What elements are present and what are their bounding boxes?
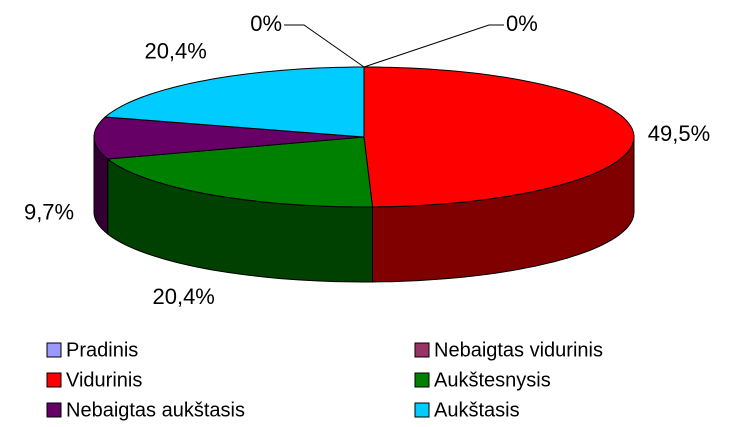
- legend-label: Aukštesnysis: [434, 369, 551, 391]
- slice: [103, 66, 365, 138]
- legend-swatch: [46, 342, 62, 358]
- legend-label: Aukštasis: [434, 399, 520, 421]
- legend-label: Nebaigtas vidurinis: [434, 339, 603, 361]
- slice: [363, 66, 635, 208]
- legend-swatch: [414, 402, 430, 418]
- data-label: 0%: [506, 11, 538, 36]
- data-label: 9,7%: [24, 199, 74, 224]
- legend-label: Vidurinis: [66, 369, 142, 391]
- slice: [106, 136, 374, 208]
- leader-line: [363, 24, 504, 68]
- data-label: 0%: [250, 11, 282, 36]
- data-label: 20,4%: [152, 284, 214, 309]
- slice: [93, 116, 365, 160]
- legend-label: Pradinis: [66, 339, 138, 361]
- legend-swatch: [414, 342, 430, 358]
- legend-swatch: [46, 372, 62, 388]
- legend-swatch: [46, 402, 62, 418]
- leader-line: [284, 24, 365, 68]
- legend-label: Nebaigtas aukštasis: [66, 399, 245, 421]
- data-label: 20,4%: [144, 39, 206, 64]
- legend-swatch: [414, 372, 430, 388]
- data-label: 49,5%: [648, 121, 710, 146]
